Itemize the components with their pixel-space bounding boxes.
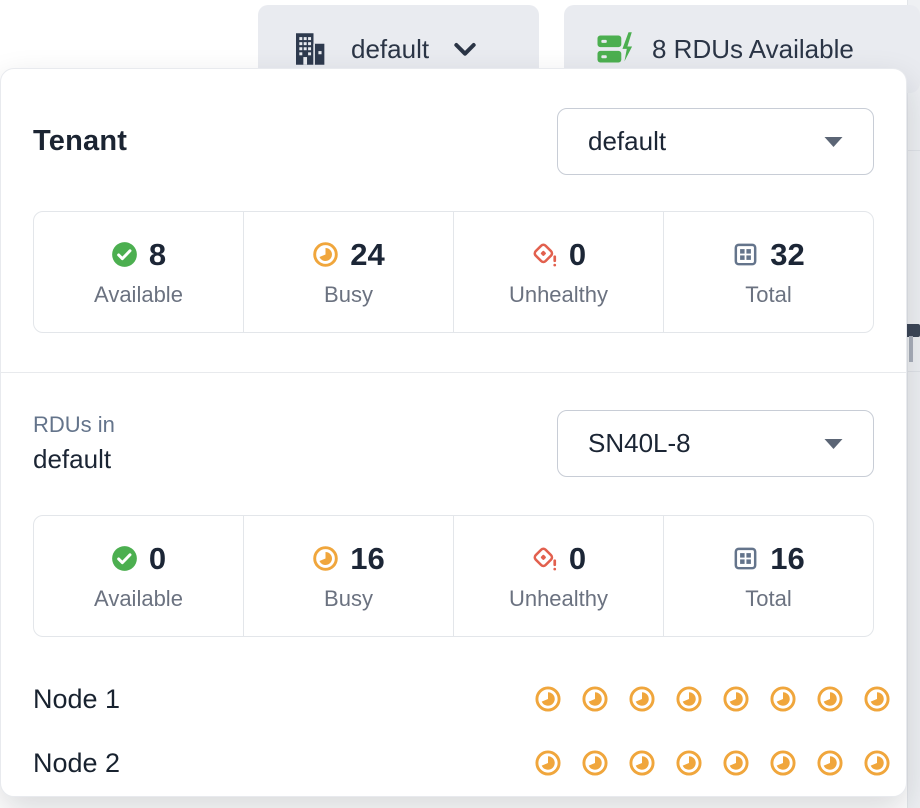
stat-total-label: Total: [745, 585, 792, 611]
stat-available-value: 8: [148, 236, 167, 272]
background-artifact-tail: [909, 336, 913, 362]
rdu-busy-icon: [863, 749, 891, 777]
chevron-down-icon: [449, 33, 481, 65]
rdu-busy-icon: [628, 685, 656, 713]
node-list: Node 1: [1, 667, 906, 795]
rdu-busy-icon: [769, 749, 797, 777]
stat-unhealthy: 0 Unhealthy: [453, 516, 663, 636]
stat-unhealthy-value: 0: [568, 540, 587, 576]
stat-busy-value: 16: [350, 540, 385, 576]
building-icon: [289, 28, 331, 70]
tenant-select[interactable]: default: [557, 108, 874, 175]
rdu-availability-label: 8 RDUs Available: [652, 33, 854, 64]
rdu-busy-icon: [816, 685, 844, 713]
tenant-stats-row: 8 Available 24 Busy: [33, 211, 874, 333]
node-row: Node 2: [33, 731, 891, 795]
background-page-sliver: [905, 0, 920, 808]
node-type-select-value: SN40L-8: [588, 428, 691, 458]
stat-unhealthy-label: Unhealthy: [508, 281, 609, 307]
grid-total-icon: [732, 545, 759, 572]
select-caret-icon: [822, 436, 845, 451]
rdu-busy-icon: [722, 749, 750, 777]
server-bolt-icon: [594, 28, 636, 70]
node-name: Node 1: [33, 683, 121, 714]
rdu-group-section: RDUs in default SN40L-8 0: [1, 372, 906, 637]
rdu-busy-icon: [863, 685, 891, 713]
stat-total-label: Total: [745, 281, 792, 307]
unhealthy-diamond-icon: [531, 241, 558, 268]
stat-total-value: 32: [770, 236, 805, 272]
background-row-line: [908, 371, 920, 372]
select-caret-icon: [822, 134, 845, 149]
check-circle-icon: [111, 545, 138, 572]
rdu-busy-icon: [769, 685, 797, 713]
tenant-heading: Tenant: [33, 125, 128, 157]
rdu-group-label-prefix: RDUs in: [33, 412, 115, 437]
rdu-group-label-name: default: [33, 444, 112, 474]
stat-available: 0 Available: [34, 516, 243, 636]
rdu-busy-icon: [675, 749, 703, 777]
rdu-busy-icon: [581, 685, 609, 713]
stat-busy: 24 Busy: [243, 212, 453, 332]
tenant-section: Tenant default 8 Available: [1, 69, 906, 333]
stat-total-value: 16: [770, 540, 805, 576]
stat-unhealthy-value: 0: [568, 236, 587, 272]
grid-total-icon: [732, 241, 759, 268]
rdu-busy-icon: [722, 685, 750, 713]
busy-indicator-icon: [312, 545, 339, 572]
stat-unhealthy-label: Unhealthy: [508, 585, 609, 611]
rdu-busy-icon: [581, 749, 609, 777]
rdu-stats-row: 0 Available 16 Busy: [33, 515, 874, 637]
stat-total: 16 Total: [663, 516, 873, 636]
unhealthy-diamond-icon: [531, 545, 558, 572]
rdu-busy-icon: [628, 749, 656, 777]
node-rdu-icons: [534, 749, 891, 777]
busy-indicator-icon: [312, 241, 339, 268]
rdu-busy-icon: [675, 685, 703, 713]
rdu-status-popover: Tenant default 8 Available: [0, 68, 907, 797]
stat-busy-label: Busy: [324, 585, 373, 611]
rdu-busy-icon: [816, 749, 844, 777]
rdu-group-label: RDUs in default: [33, 412, 115, 475]
node-rdu-icons: [534, 685, 891, 713]
stat-busy-value: 24: [350, 236, 385, 272]
stat-unhealthy: 0 Unhealthy: [453, 212, 663, 332]
rdu-busy-icon: [534, 685, 562, 713]
tenant-switcher-label: default: [351, 33, 430, 64]
stat-available-label: Available: [94, 281, 183, 307]
stat-busy-label: Busy: [324, 281, 373, 307]
node-row: Node 1: [33, 667, 891, 731]
node-name: Node 2: [33, 747, 121, 778]
stat-available: 8 Available: [34, 212, 243, 332]
rdu-busy-icon: [534, 749, 562, 777]
tenant-select-value: default: [588, 126, 667, 156]
check-circle-icon: [111, 241, 138, 268]
background-row-line: [908, 150, 920, 151]
background-artifact: [905, 324, 920, 337]
node-type-select[interactable]: SN40L-8: [557, 410, 874, 477]
stat-available-label: Available: [94, 585, 183, 611]
stat-busy: 16 Busy: [243, 516, 453, 636]
stat-total: 32 Total: [663, 212, 873, 332]
stat-available-value: 0: [148, 540, 167, 576]
